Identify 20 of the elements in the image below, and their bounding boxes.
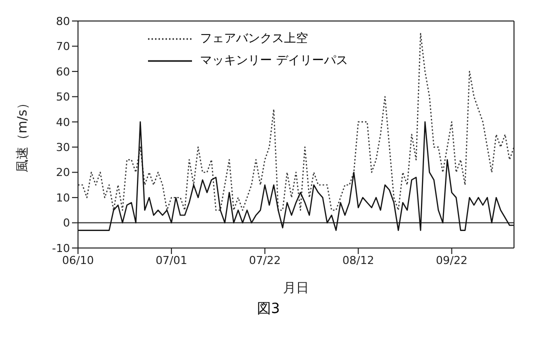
y-tick-label: 60 [56, 65, 70, 78]
legend-label: フェアバンクス上空 [200, 30, 308, 47]
x-tick-label: 07/01 [156, 254, 188, 267]
y-tick-label: 20 [56, 166, 70, 180]
legend-label: マッキンリー デイリーパス [200, 52, 348, 69]
x-tick-label: 08/12 [342, 254, 374, 267]
y-tick-label: 30 [56, 141, 70, 154]
y-tick-label: 70 [56, 40, 70, 54]
x-tick-label: 06/10 [62, 254, 94, 267]
caption: 図3 [256, 300, 281, 318]
y-tick-label: -10 [52, 242, 70, 255]
x-tick-label: 09/22 [436, 254, 468, 267]
x-axis-title: 月日 [283, 281, 309, 296]
y-tick-label: 50 [56, 90, 70, 104]
x-tick-label: 07/22 [249, 254, 281, 267]
y-tick-label: 10 [56, 191, 70, 204]
y-axis-title: 風速（m/s） [16, 96, 31, 172]
y-tick-label: 80 [56, 14, 70, 28]
y-tick-label: 0 [63, 216, 70, 230]
y-tick-label: 40 [56, 116, 70, 129]
